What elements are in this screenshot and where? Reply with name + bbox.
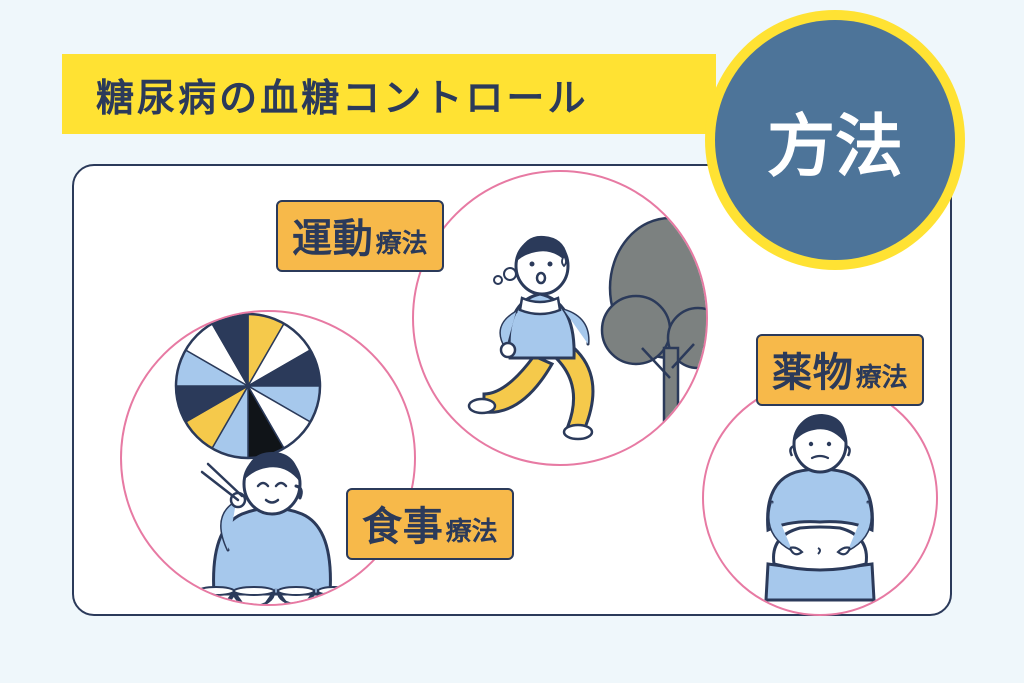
medicine-tag: 薬物 療法 [756,334,924,406]
exercise-tag: 運動 療法 [276,200,444,272]
medicine-tag-big: 薬物 [772,340,854,398]
exercise-bubble [412,170,708,466]
diet-tag: 食事 療法 [346,488,514,560]
title-bar: 糖尿病の血糖コントロール [62,54,716,134]
medicine-tag-small: 療法 [856,357,908,394]
method-badge-label: 方法 [767,91,903,190]
method-badge: 方法 [715,20,955,260]
diet-tag-small: 療法 [446,511,498,548]
exercise-tag-big: 運動 [292,206,374,264]
exercise-tag-small: 療法 [376,223,428,260]
diet-bubble [120,310,416,606]
medicine-bubble [702,380,938,616]
diet-tag-big: 食事 [362,494,444,552]
